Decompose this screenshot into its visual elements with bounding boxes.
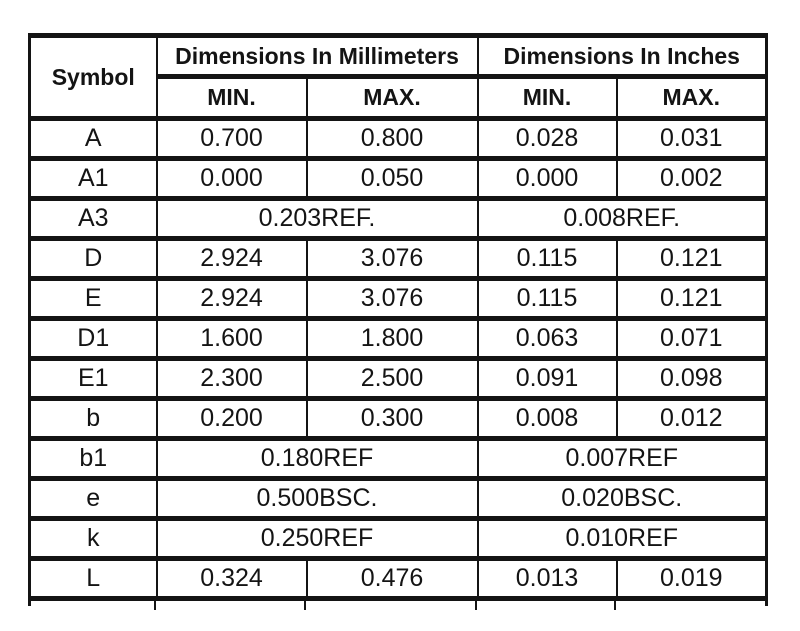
in-span-cell: 0.010REF [476,516,768,561]
border-stub [475,600,477,610]
in-min-cell: 0.063 [476,316,618,361]
symbol-cell: L [28,556,158,601]
mm-span-cell: 0.500BSC. [155,476,479,521]
in-min-cell: 0.000 [476,156,618,201]
mm-max-cell: 2.500 [305,356,479,401]
group-header-row: Symbol Dimensions In Millimeters Dimensi… [28,33,768,121]
millimeters-group-header: Dimensions In Millimeters [155,33,479,79]
in-max-cell: 0.002 [615,156,768,201]
in-min-cell: 0.008 [476,396,618,441]
in-max-cell: 0.019 [615,556,768,601]
mm-min-cell: 0.200 [155,396,308,441]
symbol-cell: D [28,236,158,281]
in-min-cell: 0.091 [476,356,618,401]
border-stub [28,600,31,606]
mm-min-cell: 1.600 [155,316,308,361]
table-row: b 0.200 0.300 0.008 0.012 [28,396,768,441]
border-stub [304,600,306,610]
mm-min-cell: 0.000 [155,156,308,201]
mm-span-cell: 0.203REF. [155,196,479,241]
in-max-cell: 0.031 [615,116,768,161]
symbol-cell: b1 [28,436,158,481]
mm-max-header: MAX. [305,74,479,121]
border-stub [154,600,156,610]
symbol-cell: b [28,396,158,441]
in-max-cell: 0.071 [615,316,768,361]
in-max-cell: 0.012 [615,396,768,441]
mm-span-cell: 0.180REF [155,436,479,481]
symbol-cell: k [28,516,158,561]
mm-min-cell: 2.300 [155,356,308,401]
mm-min-cell: 2.924 [155,276,308,321]
in-min-cell: 0.115 [476,276,618,321]
mm-min-cell: 0.324 [155,556,308,601]
symbol-cell: E [28,276,158,321]
min-max-header-row: MIN. MAX. MIN. MAX. [30,74,768,121]
table-body: A 0.700 0.800 0.028 0.031 A1 0.000 0.050… [28,116,768,601]
table-row: A 0.700 0.800 0.028 0.031 [28,116,768,161]
mm-min-header: MIN. [155,74,308,121]
symbol-cell: A3 [28,196,158,241]
in-max-cell: 0.121 [615,236,768,281]
table-row: A1 0.000 0.050 0.000 0.002 [28,156,768,201]
mm-max-cell: 0.476 [305,556,479,601]
in-min-cell: 0.013 [476,556,618,601]
in-max-header: MAX. [615,74,768,121]
border-stub [614,600,616,610]
mm-min-cell: 2.924 [155,236,308,281]
mm-max-cell: 1.800 [305,316,479,361]
inches-group-header: Dimensions In Inches [476,33,768,79]
table-row: k 0.250REF 0.010REF [28,516,768,561]
symbol-cell: e [28,476,158,521]
symbol-cell: A [28,116,158,161]
symbol-cell: A1 [28,156,158,201]
in-span-cell: 0.007REF [476,436,768,481]
mm-max-cell: 3.076 [305,276,479,321]
table-row: E1 2.300 2.500 0.091 0.098 [28,356,768,401]
table-row: e 0.500BSC. 0.020BSC. [28,476,768,521]
dimensions-table-container: Symbol Dimensions In Millimeters Dimensi… [28,33,768,610]
in-min-cell: 0.028 [476,116,618,161]
mm-max-cell: 0.050 [305,156,479,201]
table-header: Symbol Dimensions In Millimeters Dimensi… [28,33,768,121]
in-max-cell: 0.121 [615,276,768,321]
table-row: E 2.924 3.076 0.115 0.121 [28,276,768,321]
table-row: A3 0.203REF. 0.008REF. [28,196,768,241]
in-max-cell: 0.098 [615,356,768,401]
mm-max-cell: 3.076 [305,236,479,281]
symbol-column-header: Symbol [28,33,158,121]
table-row: b1 0.180REF 0.007REF [28,436,768,481]
symbol-cell: D1 [28,316,158,361]
in-span-cell: 0.008REF. [476,196,768,241]
in-span-cell: 0.020BSC. [476,476,768,521]
in-min-cell: 0.115 [476,236,618,281]
mm-span-cell: 0.250REF [155,516,479,561]
package-dimensions-table: Symbol Dimensions In Millimeters Dimensi… [28,33,768,601]
border-stub [765,600,768,606]
mm-min-cell: 0.700 [155,116,308,161]
table-row: D1 1.600 1.800 0.063 0.071 [28,316,768,361]
mm-max-cell: 0.300 [305,396,479,441]
in-min-header: MIN. [476,74,618,121]
mm-max-cell: 0.800 [305,116,479,161]
table-row: L 0.324 0.476 0.013 0.019 [28,556,768,601]
table-row: D 2.924 3.076 0.115 0.121 [28,236,768,281]
symbol-cell: E1 [28,356,158,401]
